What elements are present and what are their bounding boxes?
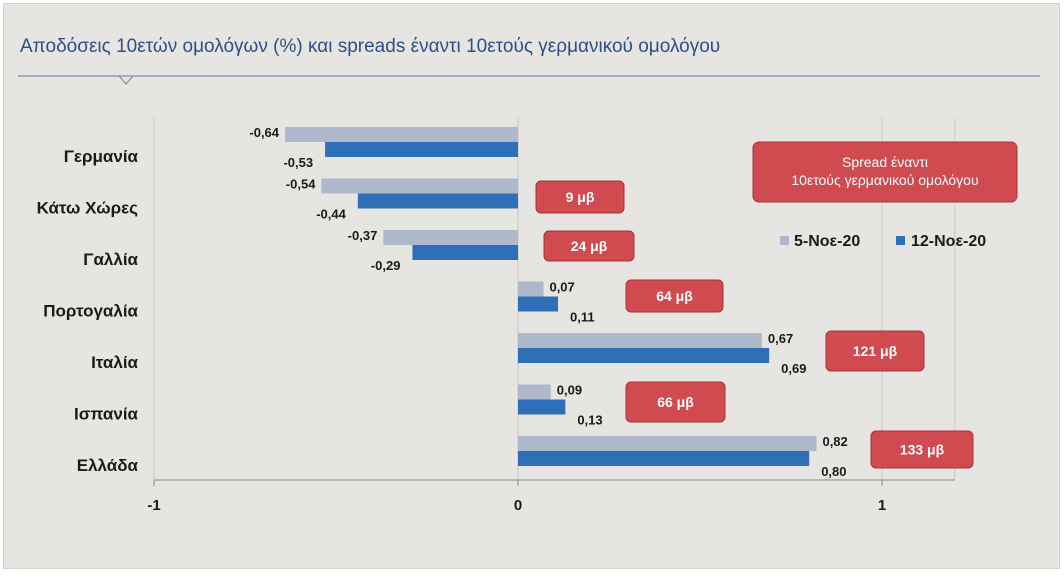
x-tick-label: -1 (147, 497, 160, 514)
category-label: Ισπανία (74, 405, 139, 424)
value-label-series-2: -0,44 (316, 207, 346, 222)
value-label-series-2: 0,80 (821, 464, 846, 479)
value-label-series-2: -0,53 (283, 155, 313, 170)
category-label: Γερμανία (64, 147, 139, 166)
category-label: Κάτω Χώρες (37, 199, 139, 218)
spread-badge-label: 121 μβ (853, 343, 898, 359)
spread-badge-label: 9 μβ (566, 189, 595, 205)
value-label-series-1: -0,64 (249, 125, 279, 140)
bar-series-2 (325, 142, 518, 157)
value-label-series-1: 0,07 (549, 280, 574, 295)
bar-series-1 (383, 230, 518, 245)
spread-annotations: 9 μβ 24 μβ 64 μβ 121 μβ 66 μβ 133 μβ Spread έν… (535, 141, 1018, 469)
bar-series-2 (357, 193, 518, 209)
bar-series-2 (518, 348, 770, 363)
spread-badge-label: 24 μβ (571, 238, 608, 254)
bar-series-2 (518, 451, 810, 466)
value-label-series-1: -0,54 (286, 177, 316, 192)
bar-series-1 (518, 384, 551, 400)
value-label-series-2: 0,11 (570, 310, 595, 325)
spread-badge-label: 133 μβ (900, 442, 945, 458)
legend-swatch-series-1 (780, 236, 789, 245)
spread-badge-label: 64 μβ (656, 288, 693, 304)
bar-series-1 (518, 436, 817, 451)
bar-series-1 (321, 178, 518, 194)
value-label-series-2: 0,13 (577, 413, 602, 428)
spread-badge (870, 430, 974, 469)
value-label-series-2: 0,69 (781, 361, 806, 376)
spread-note-line: 10ετούς γερμανικού ομολόγου (791, 172, 978, 188)
bar-series-1 (518, 333, 762, 348)
category-label: Ιταλία (91, 353, 138, 372)
category-label: Πορτογαλία (43, 302, 138, 321)
spread-badge (543, 230, 635, 262)
spread-badge (625, 279, 724, 313)
spread-note-box (752, 141, 1018, 203)
bar-series-1 (518, 281, 544, 297)
labels-layer: Γερμανία -0,64 -0,53 Κάτω Χώρες -0,54-0,44 Γα… (37, 125, 848, 479)
x-tick-label: 0 (514, 497, 522, 514)
value-label-series-1: 0,09 (557, 383, 582, 398)
spread-note-line: Spread έναντι (842, 154, 928, 170)
spread-badge (625, 381, 726, 423)
chart-title: Αποδόσεις 10ετών ομολόγων (%) και spread… (20, 36, 721, 57)
spread-badge-label: 66 μβ (657, 394, 694, 410)
value-label-series-1: 0,82 (822, 434, 847, 449)
legend-label-series-1: 5-Νοε-20 (794, 233, 860, 250)
bar-series-1 (285, 127, 518, 142)
title-pointer (118, 75, 134, 85)
value-label-series-1: 0,67 (768, 331, 793, 346)
legend: 5-Νοε-20 12-Νοε-20 (780, 233, 986, 250)
axis-layer: -1 0 1 (147, 479, 955, 514)
value-label-series-2: -0,29 (371, 258, 401, 273)
legend-label-series-2: 12-Νοε-20 (911, 233, 986, 250)
category-label: Ελλάδα (77, 456, 139, 475)
x-tick-label: 1 (878, 497, 886, 514)
category-label: Γαλλία (83, 250, 138, 269)
spread-badge (825, 330, 925, 372)
spread-badge (535, 180, 625, 214)
value-label-series-1: -0,37 (348, 228, 378, 243)
bar-series-2 (412, 245, 518, 260)
legend-swatch-series-2 (896, 236, 905, 245)
bar-series-2 (518, 399, 566, 415)
bar-series-2 (518, 296, 559, 312)
bars-layer (285, 127, 817, 466)
